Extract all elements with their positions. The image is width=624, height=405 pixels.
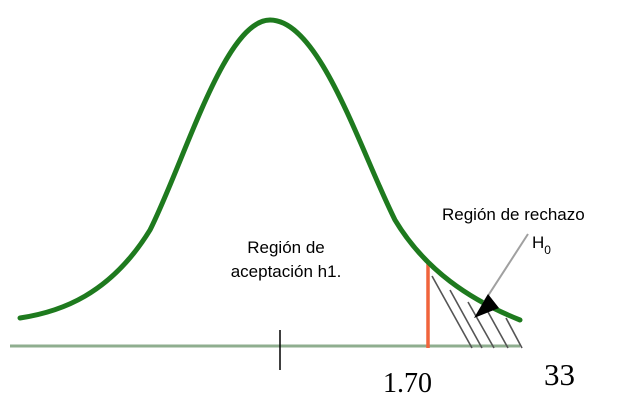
page-number: 33 bbox=[544, 357, 575, 392]
h0-letter: H bbox=[532, 233, 545, 252]
rejection-region-label: Región de rechazo bbox=[442, 205, 585, 224]
null-hypothesis-label: H0 bbox=[532, 232, 551, 261]
acceptance-label-line-1: Región de bbox=[247, 238, 325, 257]
acceptance-label-line-2: aceptación h1. bbox=[230, 262, 342, 281]
rejection-region-hatch bbox=[431, 275, 523, 349]
normal-distribution-curve bbox=[17, 17, 523, 323]
arrow-head-icon bbox=[474, 294, 499, 318]
critical-value-label: 1.70 bbox=[383, 368, 432, 399]
pointer-line bbox=[483, 233, 529, 303]
h0-subscript: 0 bbox=[544, 243, 551, 257]
acceptance-region-label: Región de aceptación h1. bbox=[198, 236, 374, 284]
